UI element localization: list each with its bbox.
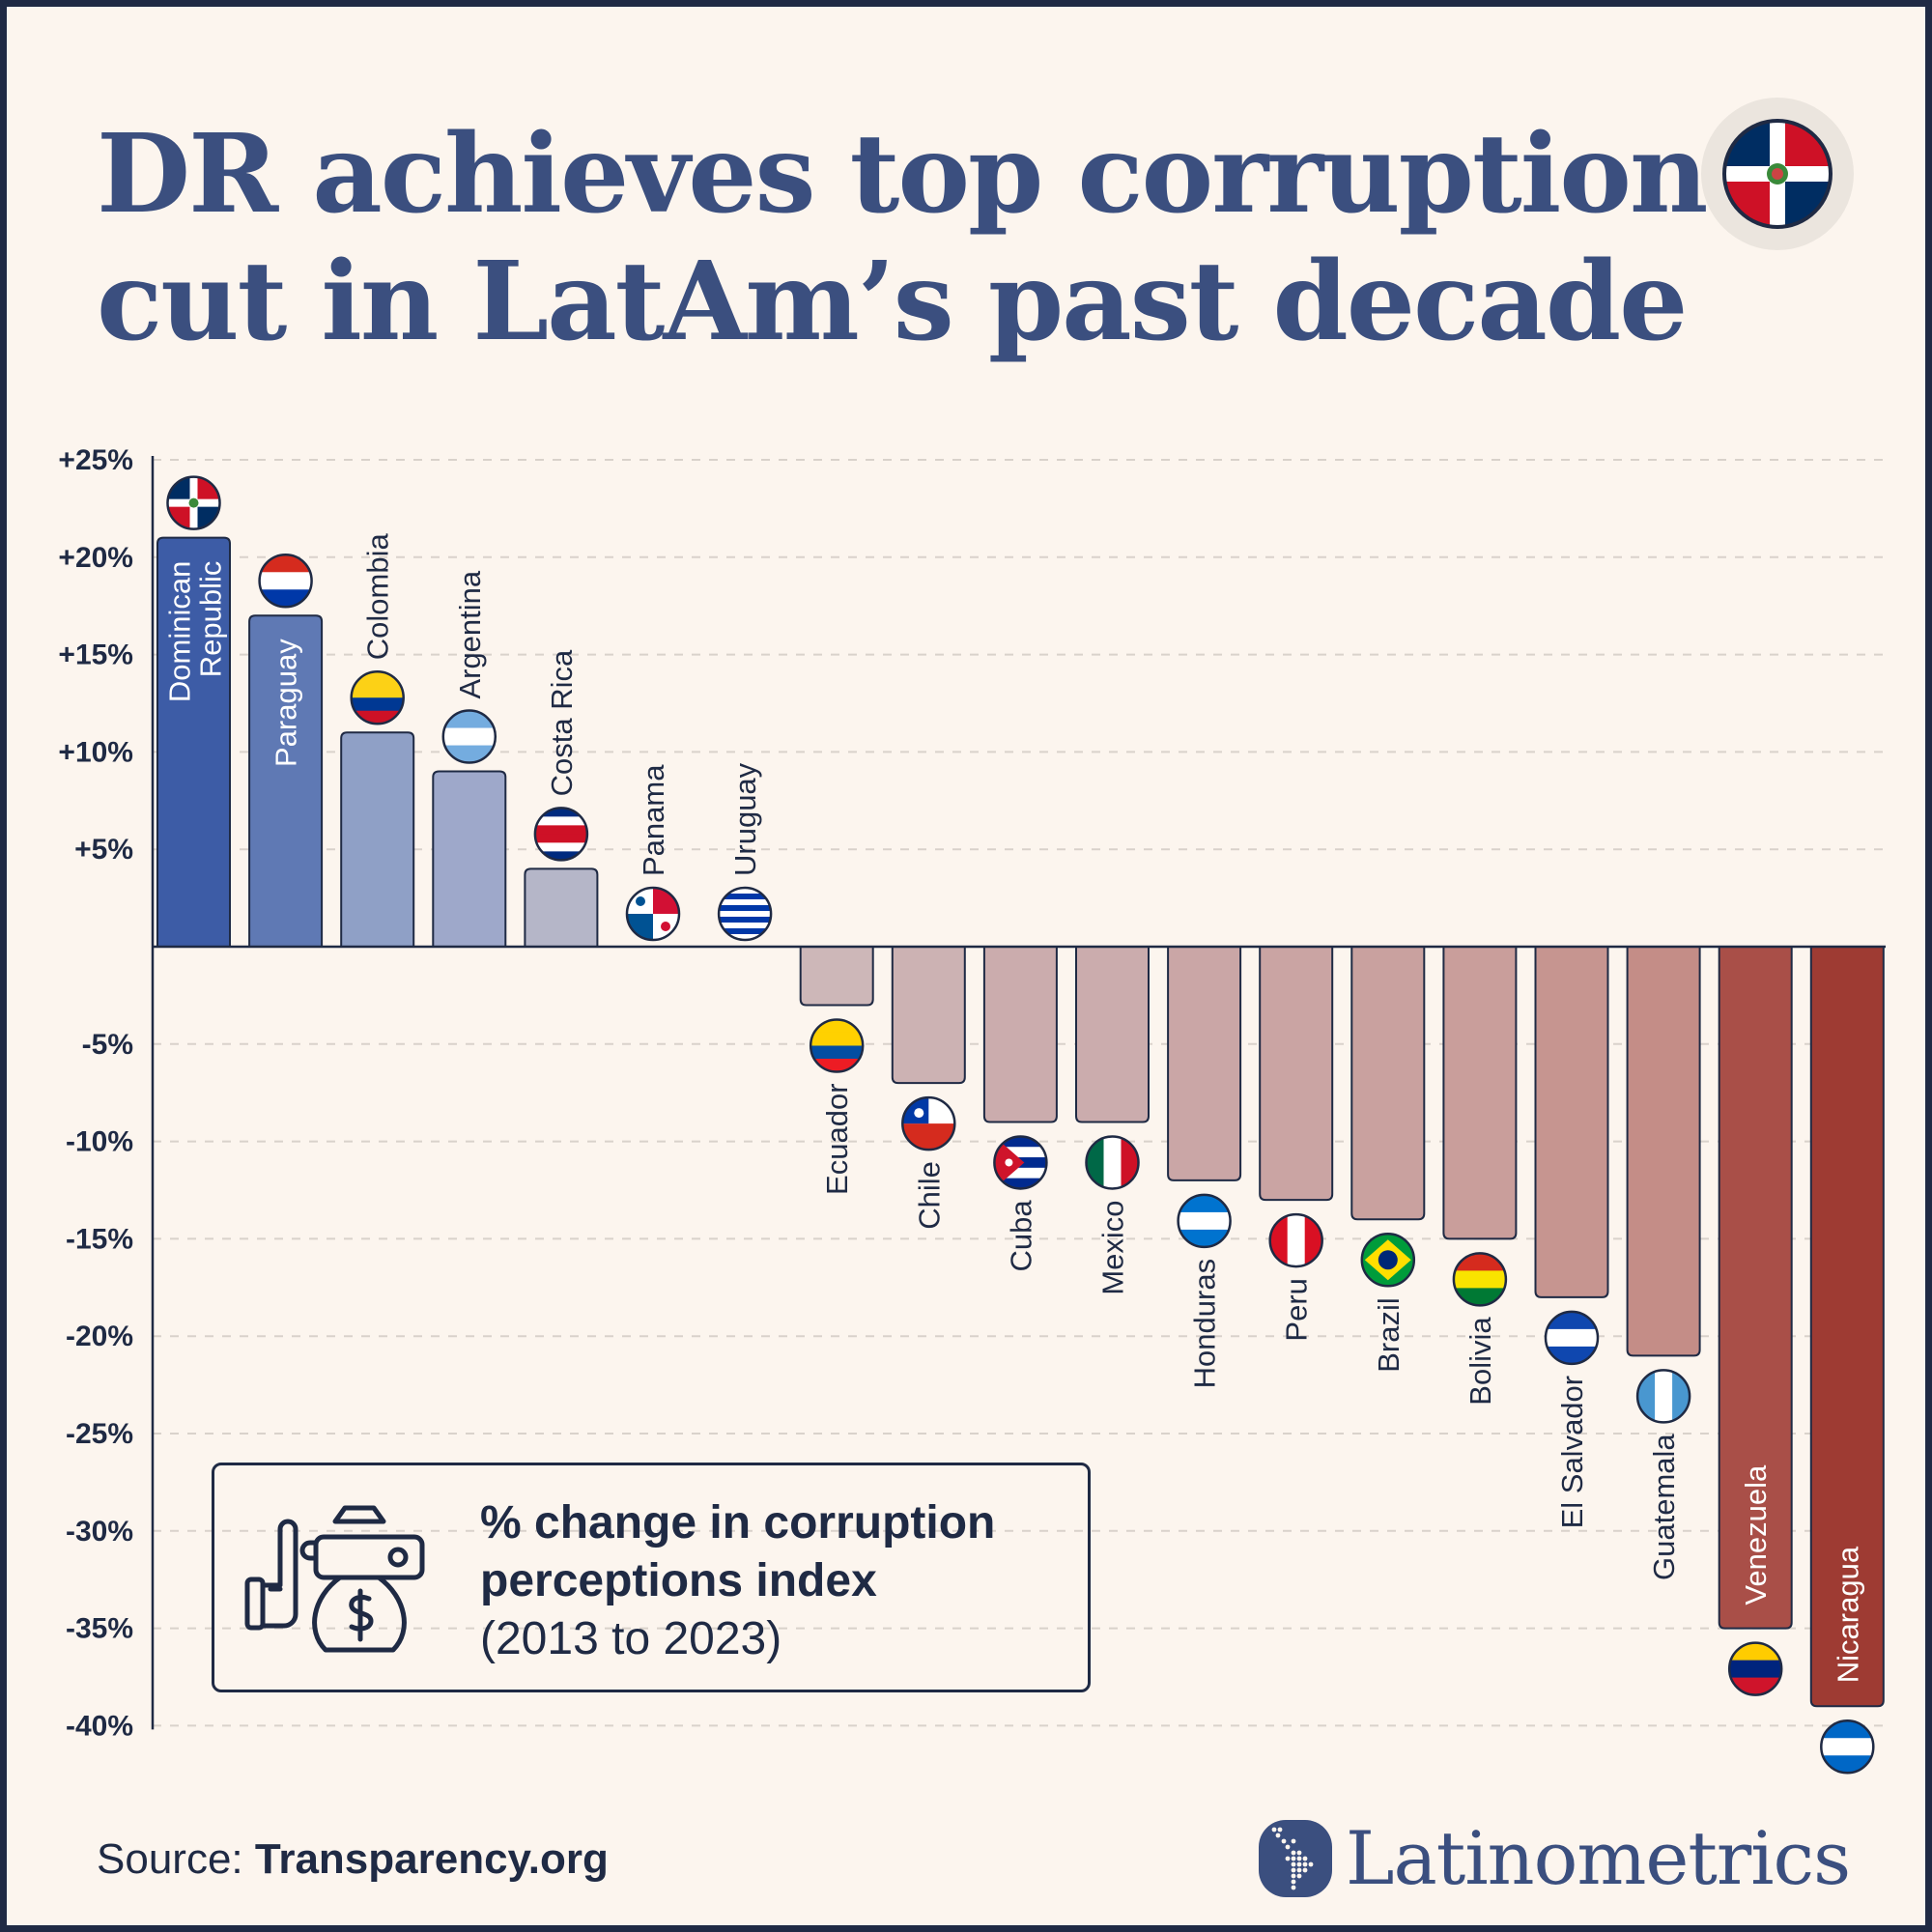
title-line-2: cut in LatAm’s past decade	[97, 239, 1688, 365]
bar-label: Colombia	[361, 533, 395, 661]
flag-icon-mexico	[1085, 1135, 1140, 1190]
bar-label: Venezuela	[1739, 1464, 1773, 1605]
bar-colombia	[340, 731, 415, 947]
y-tick-label: +15%	[58, 639, 133, 671]
bar-ecuador	[799, 947, 874, 1007]
latin-america-map-icon	[1259, 1819, 1332, 1897]
bar-label: Nicaragua	[1831, 1546, 1864, 1683]
bar-brazil	[1350, 947, 1426, 1221]
flag-icon-costa-rica	[533, 807, 589, 862]
bar-label: Mexico	[1096, 1200, 1130, 1294]
title-line-1: DR achieves top corruption	[97, 111, 1708, 238]
flag-icon-uruguay	[717, 886, 773, 942]
bar-label: Dominican	[163, 561, 197, 702]
flag-icon-paraguay	[258, 554, 313, 609]
dominican-republic-flag-icon	[1701, 98, 1854, 250]
bar-dominican-republic	[156, 536, 231, 947]
page-title: DR achieves top corruption cut in LatAm’…	[97, 111, 1708, 366]
bar-cuba	[982, 947, 1058, 1123]
legend-line-3: (2013 to 2023)	[480, 1613, 782, 1664]
source-credit: Source: Transparency.org	[97, 1835, 609, 1884]
flag-icon-colombia	[350, 669, 405, 725]
bar-argentina	[432, 770, 507, 947]
bar-label: Argentina	[453, 570, 487, 698]
bar-label: Panama	[637, 764, 670, 876]
bar-paraguay	[248, 614, 324, 947]
bar-label: Bolivia	[1463, 1317, 1497, 1406]
bar-peru	[1259, 947, 1334, 1202]
bar-honduras	[1167, 947, 1242, 1181]
y-tick-label: -10%	[66, 1126, 133, 1158]
y-tick-label: -35%	[66, 1613, 133, 1645]
source-label: Source:	[97, 1835, 243, 1883]
bar-venezuela	[1718, 947, 1793, 1630]
infographic: DR achieves top corruption cut in LatAm’…	[7, 7, 1925, 1925]
bar-label: Cuba	[1004, 1200, 1037, 1272]
y-tick-label: -5%	[82, 1029, 133, 1061]
flag-icon-el-salvador	[1544, 1310, 1600, 1366]
bar-chart: +25% +20% +15% +10% +5% -5% -10% -15% -20% -25% -3…	[58, 444, 1886, 1775]
y-tick-label: -25%	[66, 1418, 133, 1450]
legend-line-1: % change in corruption	[480, 1497, 996, 1548]
brand-logo: Latinometrics	[1259, 1815, 1851, 1901]
bar-chile	[891, 947, 966, 1085]
hand-refusing-money-bag-icon	[244, 1505, 425, 1653]
flag-icon-dominican-republic	[166, 475, 221, 530]
y-tick-label: -40%	[66, 1710, 133, 1742]
flag-icon-ecuador	[809, 1018, 865, 1073]
bar-mexico	[1075, 947, 1150, 1123]
flag-icon-honduras	[1177, 1193, 1232, 1249]
flag-icon-chile	[901, 1095, 956, 1151]
y-tick-label: -30%	[66, 1516, 133, 1548]
bar-label: Paraguay	[270, 639, 303, 767]
y-tick-label: +10%	[58, 736, 133, 768]
bar-costa-rica	[524, 867, 599, 947]
y-tick-label: +25%	[58, 444, 133, 476]
flag-icon-peru	[1268, 1212, 1323, 1268]
y-tick-label: +5%	[74, 834, 133, 866]
bar-nicaragua	[1809, 947, 1885, 1708]
y-tick-label: -20%	[66, 1321, 133, 1352]
flag-icon-brazil	[1360, 1232, 1416, 1288]
legend-line-2: perceptions index	[480, 1555, 877, 1606]
bar-el-salvador	[1534, 947, 1609, 1298]
flag-icon-guatemala	[1635, 1369, 1691, 1424]
bar-label: Peru	[1280, 1278, 1314, 1341]
y-tick-label: -15%	[66, 1223, 133, 1255]
legend-box: % change in corruption perceptions index…	[212, 1463, 1091, 1692]
flag-icon-bolivia	[1452, 1252, 1508, 1307]
flag-icon-nicaragua	[1820, 1719, 1875, 1775]
bar-label: Ecuador	[820, 1083, 854, 1194]
flag-icon-venezuela	[1727, 1641, 1783, 1696]
bar-label: Honduras	[1188, 1259, 1222, 1388]
bar-label: Uruguay	[728, 762, 762, 876]
bar-label: El Salvador	[1555, 1376, 1589, 1529]
flag-icon-panama	[625, 886, 681, 942]
bar-bolivia	[1442, 947, 1518, 1240]
flag-icon-cuba	[993, 1135, 1048, 1190]
bar-guatemala	[1626, 947, 1701, 1357]
bar-label: Costa Rica	[545, 649, 579, 796]
y-tick-label: +20%	[58, 542, 133, 574]
legend-text: % change in corruption perceptions index…	[480, 1494, 995, 1668]
bar-label: Brazil	[1372, 1297, 1406, 1373]
brand-name: Latinometrics	[1346, 1815, 1851, 1901]
bar-label: Chile	[912, 1161, 946, 1230]
flag-icon-argentina	[441, 709, 497, 764]
source-value: Transparency.org	[254, 1835, 609, 1883]
bar-label: Guatemala	[1647, 1434, 1681, 1580]
bar-label: Republic	[194, 561, 228, 678]
